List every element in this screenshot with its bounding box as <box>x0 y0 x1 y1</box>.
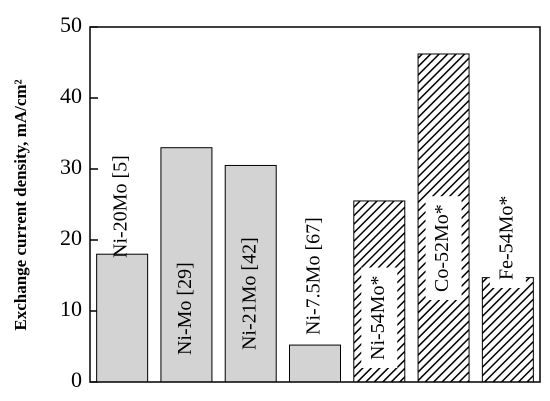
y-tick-label: 30 <box>60 154 82 179</box>
bar-label: Ni-21Mo [42] <box>238 237 260 350</box>
bar-label: Co-52Mo* <box>431 204 453 292</box>
bar-label: Ni-Mo [29] <box>174 262 196 355</box>
label-background <box>425 196 462 300</box>
y-tick-label: 40 <box>60 83 82 108</box>
y-tick-label: 10 <box>60 296 82 321</box>
bar-label: Ni-7.5Mo [67] <box>303 217 325 335</box>
label-background <box>489 187 526 288</box>
bar-label: Ni-54Mo* <box>367 276 389 360</box>
bar <box>96 253 149 383</box>
bar <box>224 164 277 383</box>
bar-label: Ni-20Mo [5] <box>110 155 132 258</box>
label-background <box>361 267 398 368</box>
bar <box>289 344 341 383</box>
y-axis-label: Exchange current density, mA/cm² <box>11 79 30 330</box>
bar-label: Fe-54Mo* <box>495 196 517 280</box>
y-tick-label: 50 <box>60 12 82 37</box>
plot-frame <box>89 26 541 383</box>
y-tick-label: 20 <box>60 225 82 250</box>
y-tick-label: 0 <box>71 367 82 392</box>
bar <box>481 277 534 383</box>
